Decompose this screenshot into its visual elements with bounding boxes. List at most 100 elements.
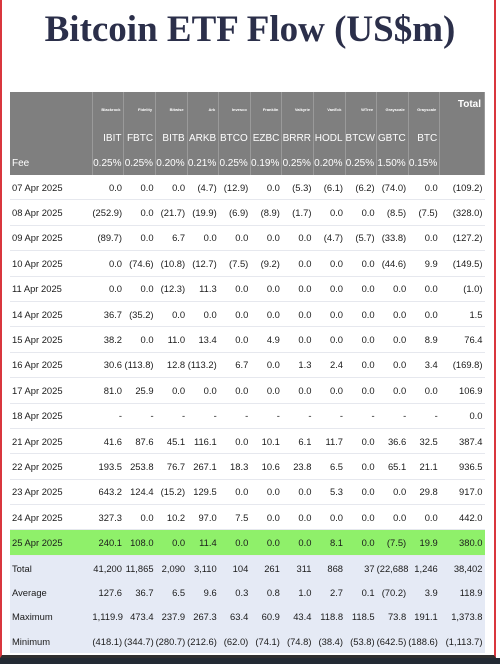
issuer-name: Valkyrie	[281, 92, 314, 126]
flow-cell: 0.0	[92, 175, 124, 201]
flow-cell: 129.5	[187, 479, 219, 506]
flow-cell: 0.0	[155, 301, 188, 328]
issuer-header-blank	[10, 92, 93, 126]
summary-cell: 261	[250, 555, 282, 581]
ticker-name: BTCW	[345, 126, 378, 151]
flow-cell: (74.6)	[123, 250, 156, 277]
summary-cell: (53.8)	[345, 629, 377, 654]
summary-cell: 104	[218, 555, 251, 581]
table-row: 18 Apr 2025- - - - - - - - - - -0.0	[10, 403, 485, 429]
flow-cell: 0.0	[313, 276, 346, 302]
flow-cell: 87.6	[123, 428, 156, 455]
fee-cell: 0.19%	[250, 151, 283, 175]
row-total: (109.2)	[439, 175, 485, 201]
flow-cell: (6.2)	[345, 175, 377, 201]
summary-cell: 1,246	[408, 555, 440, 581]
ticker-name: BTCO	[218, 126, 251, 151]
row-total: (127.2)	[439, 225, 485, 252]
issuer-header-row: Blackrock Fidelity Bitwise Ark Invesco Frankl…	[10, 92, 485, 126]
summary-cell: (280.7)	[155, 629, 188, 654]
flow-cell: 0.0	[376, 276, 409, 302]
flow-cell: 0.0	[345, 479, 377, 506]
flow-cell: 1.3	[281, 352, 314, 379]
table-row: 17 Apr 2025 81.0 25.9 0.0 0.0 0.0 0.0 0.0 0.0 0.0…	[10, 377, 485, 404]
fee-cell: 1.50%	[376, 151, 409, 175]
etf-flow-table-container: Blackrock Fidelity Bitwise Ark Invesco Frankl…	[10, 92, 485, 654]
flow-cell: 0.0	[345, 453, 377, 480]
issuer-name: Grayscale	[376, 92, 409, 126]
row-date: 17 Apr 2025	[10, 377, 93, 404]
fee-blank-total	[439, 151, 485, 175]
summary-cell: 2.7	[313, 580, 346, 605]
fee-cell: 0.25%	[281, 151, 314, 175]
flow-cell: 11.0	[155, 326, 188, 353]
bottom-strip	[0, 658, 500, 664]
flow-cell: 6.7	[218, 352, 251, 379]
page-title: Bitcoin ETF Flow (US$m)	[44, 9, 456, 50]
flow-cell: (12.9)	[218, 175, 251, 201]
issuer-name: Blackrock	[92, 92, 125, 126]
flow-cell: 0.0	[218, 428, 251, 455]
row-total: (1.0)	[439, 276, 485, 302]
flow-cell: (8.5)	[376, 199, 409, 226]
flow-cell: 0.0	[345, 326, 377, 353]
ticker-name: GBTC	[376, 126, 409, 151]
flow-cell: 0.0	[123, 326, 156, 353]
flow-cell: (7.5)	[376, 529, 409, 556]
flow-cell: 6.5	[313, 453, 346, 480]
summary-cell: 43.4	[281, 604, 314, 630]
summary-cell: 191.1	[408, 604, 440, 630]
flow-cell: 0.0	[218, 479, 251, 506]
flow-cell: 0.0	[218, 377, 251, 404]
flow-cell: -	[281, 403, 314, 429]
fee-cell: 0.21%	[187, 151, 220, 175]
etf-flow-table: Blackrock Fidelity Bitwise Ark Invesco Frankl…	[10, 92, 485, 654]
summary-total: (1,113.7)	[439, 629, 485, 654]
issuer-name: WTree	[345, 92, 378, 126]
flow-cell: 0.0	[155, 529, 188, 556]
fee-cell: 0.20%	[155, 151, 188, 175]
flow-cell: 0.0	[345, 301, 377, 328]
ticker-name: ARKB	[187, 126, 220, 151]
flow-cell: (7.5)	[218, 250, 251, 277]
flow-cell: 8.9	[408, 326, 440, 353]
issuer-name: Bitwise	[155, 92, 188, 126]
flow-cell: 0.0	[250, 352, 282, 379]
flow-cell: -	[218, 403, 251, 429]
flow-cell: 0.0	[345, 504, 377, 531]
flow-cell: (35.2)	[123, 301, 156, 328]
summary-cell: (344.7)	[123, 629, 156, 654]
flow-cell: 0.0	[123, 504, 156, 531]
row-total: 387.4	[439, 428, 485, 455]
summary-cell: 6.5	[155, 580, 188, 605]
flow-cell: 0.0	[187, 301, 219, 328]
flow-cell: 4.9	[250, 326, 282, 353]
flow-cell: 0.0	[250, 377, 282, 404]
flow-cell: 3.4	[408, 352, 440, 379]
flow-cell: 25.9	[123, 377, 156, 404]
flow-cell: 10.6	[250, 453, 282, 480]
row-date: 25 Apr 2025	[10, 529, 93, 556]
flow-cell: (1.7)	[281, 199, 314, 226]
total-column-header: Total	[439, 92, 485, 126]
row-date: 21 Apr 2025	[10, 428, 93, 455]
fee-cell: 0.25%	[345, 151, 378, 175]
flow-cell: 45.1	[155, 428, 188, 455]
flow-cell: 0.0	[408, 175, 440, 201]
flow-cell: (89.7)	[92, 225, 124, 252]
summary-cell: 267.3	[187, 604, 219, 630]
row-date: 10 Apr 2025	[10, 250, 93, 277]
summary-cell: 73.8	[376, 604, 409, 630]
flow-cell: 0.0	[281, 479, 314, 506]
flow-cell: 0.0	[376, 377, 409, 404]
row-date: 16 Apr 2025	[10, 352, 93, 379]
flow-cell: 0.0	[313, 504, 346, 531]
flow-cell: 8.1	[313, 529, 346, 556]
flow-cell: 0.0	[155, 175, 188, 201]
summary-cell: (642.5)	[376, 629, 409, 654]
summary-cell: (38.4)	[313, 629, 346, 654]
flow-cell: 0.0	[345, 352, 377, 379]
ticker-name: BITB	[155, 126, 188, 151]
flow-cell: 0.0	[218, 529, 251, 556]
row-date: 24 Apr 2025	[10, 504, 93, 531]
